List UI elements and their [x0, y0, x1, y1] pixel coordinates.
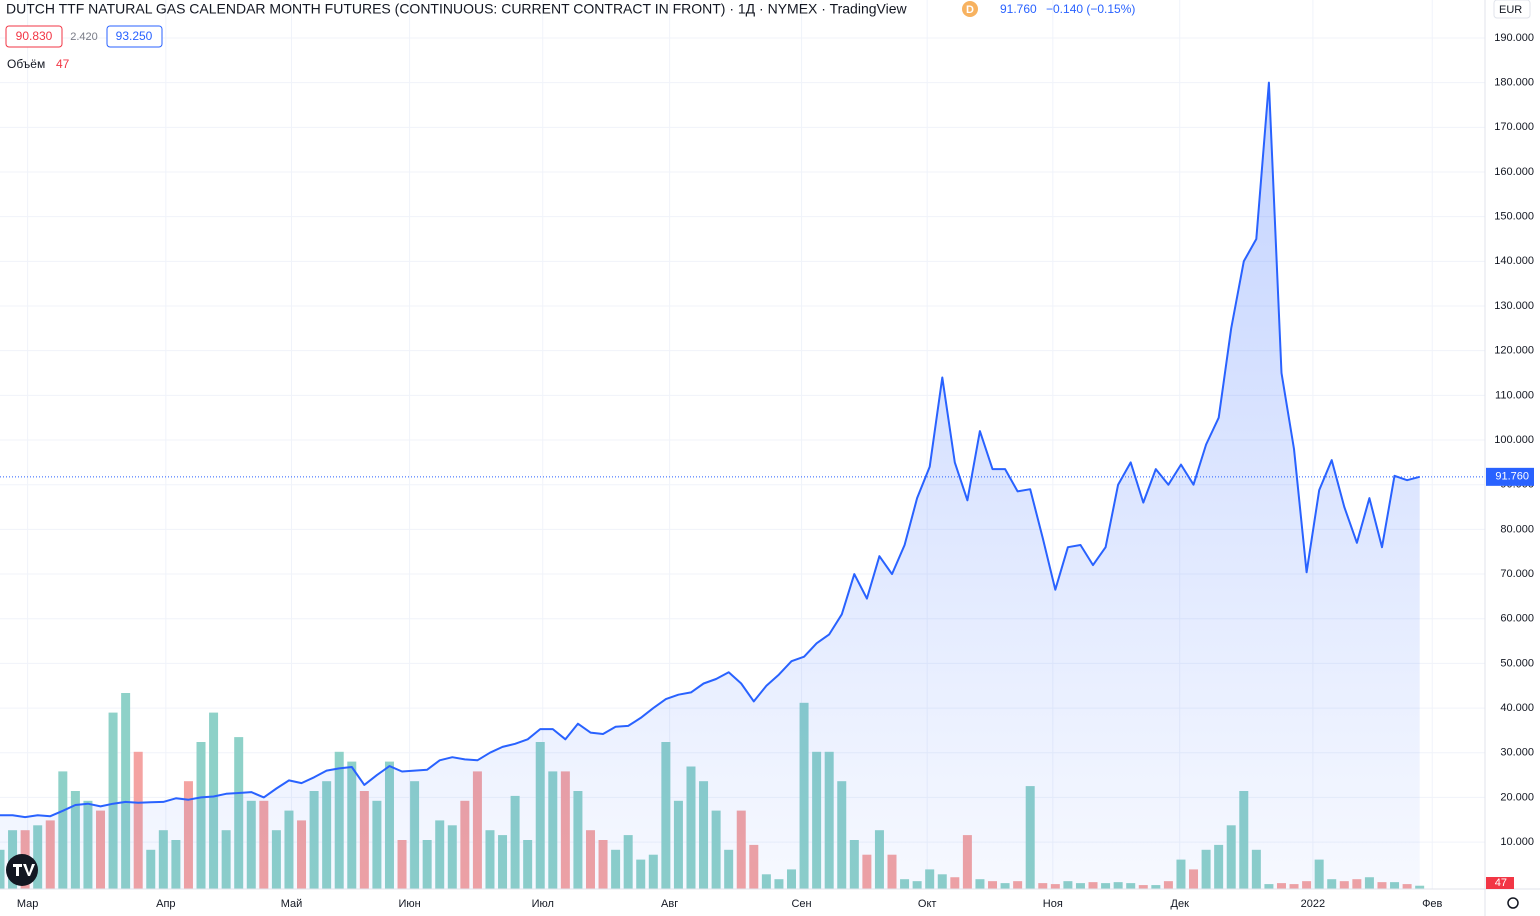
tv-logo	[6, 854, 38, 886]
x-tick-label: Мар	[17, 898, 39, 910]
price-layer	[0, 81, 1485, 890]
y-tick-label: 50.000	[1500, 657, 1534, 669]
x-tick-label: Окт	[918, 898, 937, 910]
area-fill	[0, 82, 1420, 890]
chip-open: 90.830	[16, 29, 53, 43]
volume-legend: Объём	[7, 57, 45, 71]
x-tick-label: Ноя	[1043, 898, 1063, 910]
currency-button[interactable]	[1493, 0, 1531, 19]
interval-badge: D	[966, 4, 974, 16]
axes: 10.000 20.000 30.000 40.000 50.000 60.000 70.0…	[17, 32, 1534, 910]
x-tick-label: Июн	[398, 898, 420, 910]
y-tick-label: 30.000	[1500, 747, 1534, 759]
volume-legend-value: 47	[56, 57, 70, 71]
price-line	[0, 81, 1420, 819]
last-price-tag	[1486, 467, 1534, 486]
y-tick-label: 120.000	[1494, 345, 1534, 357]
y-tick-label: 60.000	[1500, 613, 1534, 625]
y-tick-label: 10.000	[1500, 836, 1534, 848]
chip-box	[106, 25, 163, 48]
last-price: 91.760	[1000, 2, 1037, 16]
y-tick-label: 150.000	[1494, 211, 1534, 223]
price-change: −0.140 (−0.15%)	[1046, 2, 1135, 16]
chart-title: DUTCH TTF NATURAL GAS CALENDAR MONTH FUT…	[6, 1, 908, 17]
x-tick-label: Фев	[1422, 898, 1442, 910]
chip-close: 93.250	[116, 29, 153, 43]
y-tick-label: 190.000	[1494, 32, 1534, 44]
volume-bar	[121, 693, 131, 889]
chip-spread: 2.420	[70, 31, 98, 43]
x-tick-label: Дек	[1171, 898, 1190, 910]
y-tick-label: 170.000	[1494, 121, 1534, 133]
y-tick-label: 130.000	[1494, 300, 1534, 312]
y-tick-label: 20.000	[1500, 791, 1534, 803]
x-tick-label: Май	[281, 898, 303, 910]
currency[interactable]: EUR	[1499, 4, 1522, 16]
y-tick-label: 40.000	[1500, 702, 1534, 714]
x-tick-label: Апр	[156, 898, 175, 910]
x-tick-label: Сен	[791, 898, 811, 910]
y-tick-label: 100.000	[1494, 434, 1534, 446]
y-tick-label: 70.000	[1500, 568, 1534, 580]
x-tick-label: 2022	[1301, 898, 1325, 910]
y-tick-label: 180.000	[1494, 77, 1534, 89]
volume-tag-label: 47	[1495, 877, 1507, 889]
y-tick-label: 160.000	[1494, 166, 1534, 178]
settings-icon[interactable]	[1507, 897, 1519, 909]
last-price-tag-label: 91.760	[1495, 471, 1529, 483]
y-tick-label: 110.000	[1495, 389, 1534, 401]
grid	[0, 0, 1485, 889]
interval-badge-bg	[962, 1, 978, 17]
x-tick-label: Авг	[661, 898, 678, 910]
x-tick-label: Июл	[532, 898, 554, 910]
chip-box	[5, 25, 63, 48]
y-tick-label: 80.000	[1500, 523, 1534, 535]
volume-bar	[108, 712, 118, 889]
volume-tag	[1486, 877, 1514, 889]
y-tick-label: 140.000	[1494, 255, 1534, 267]
